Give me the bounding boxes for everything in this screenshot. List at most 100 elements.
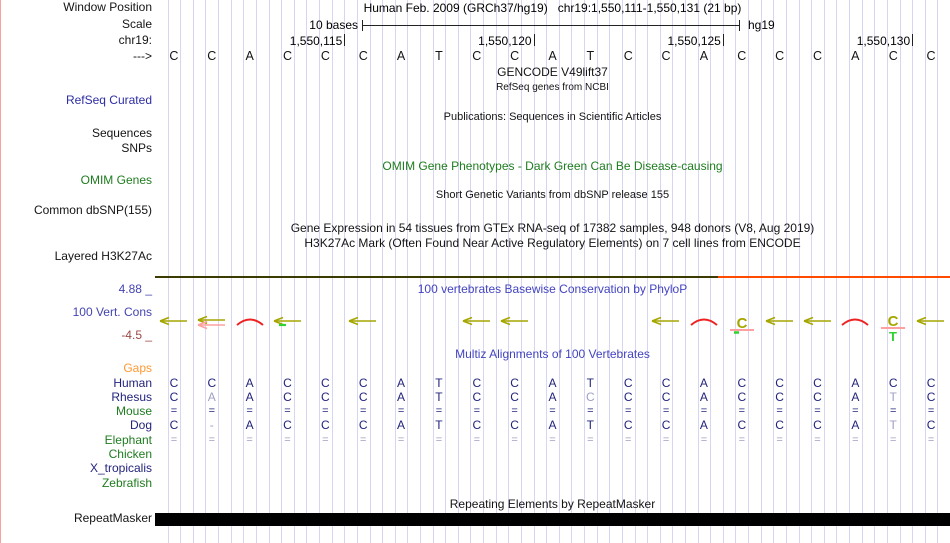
gridline xyxy=(546,0,548,543)
multiz-species-label-elephant[interactable]: Elephant xyxy=(104,433,152,447)
gridline xyxy=(167,0,169,543)
track-label-refseq-curated[interactable]: RefSeq Curated xyxy=(65,93,152,107)
ruler-coordinate-tick xyxy=(912,34,914,46)
multiz-align-base: C xyxy=(283,390,292,404)
sequence-base-letter: C xyxy=(282,49,292,63)
track-title-phylop[interactable]: 100 vertebrates Basewise Conservation by… xyxy=(417,282,688,296)
multiz-align-base: A xyxy=(397,376,406,390)
gridline xyxy=(432,0,434,543)
multiz-align-base: C xyxy=(586,390,595,404)
gridline xyxy=(710,0,712,543)
multiz-species-label-rhesus[interactable]: Rhesus xyxy=(111,390,152,404)
ruler-coordinate-tick xyxy=(533,34,535,46)
gridline xyxy=(735,0,737,543)
multiz-align-base: = xyxy=(587,434,594,446)
conservation-glyph-arrow xyxy=(765,316,793,326)
track-label-omim-genes[interactable]: OMIM Genes xyxy=(80,173,152,187)
track-label-repeatmasker[interactable]: RepeatMasker xyxy=(73,511,152,525)
gridline xyxy=(722,0,724,543)
conservation-glyph-arrow xyxy=(651,316,680,326)
multiz-align-base: C xyxy=(623,418,633,432)
multiz-align-base: = xyxy=(170,405,178,417)
multiz-align-base: = xyxy=(284,405,291,417)
multiz-species-label-gaps[interactable]: Gaps xyxy=(123,361,152,375)
conservation-glyph-hump xyxy=(235,318,264,326)
multiz-align-base: = xyxy=(927,434,935,446)
multiz-align-base: C xyxy=(926,390,936,404)
conservation-glyph-arrow xyxy=(159,316,187,326)
track-title-h3k27ac[interactable]: H3K27Ac Mark (Often Found Near Active Re… xyxy=(304,236,801,250)
multiz-align-base: C xyxy=(321,390,330,404)
track-title-publications[interactable]: Publications: Sequences in Scientific Ar… xyxy=(443,111,662,123)
multiz-species-label-zebrafish[interactable]: Zebrafish xyxy=(101,476,152,490)
gridline xyxy=(861,0,863,543)
track-title-dbsnp[interactable]: Short Genetic Variants from dbSNP releas… xyxy=(435,189,670,201)
multiz-align-base: C xyxy=(661,418,671,432)
track-title-repeatmasker[interactable]: Repeating Elements by RepeatMasker xyxy=(449,497,656,511)
multiz-align-base: = xyxy=(170,434,178,446)
gridline xyxy=(823,0,825,543)
multiz-align-base: = xyxy=(776,434,783,446)
track-label-sequences[interactable]: Sequences xyxy=(91,126,152,140)
sequence-base-letter: C xyxy=(320,49,330,63)
multiz-align-base: C xyxy=(775,418,784,432)
sequence-base-letter: T xyxy=(435,49,443,63)
track-label-layered-h3k27ac[interactable]: Layered H3K27Ac xyxy=(54,249,152,263)
track-label-common-dbsnp[interactable]: Common dbSNP(155) xyxy=(33,203,152,217)
multiz-align-base: C xyxy=(775,376,784,390)
svg-text:C: C xyxy=(888,313,899,330)
multiz-align-base: = xyxy=(700,434,708,446)
gridline xyxy=(268,0,270,543)
multiz-align-base: C xyxy=(472,376,482,390)
multiz-align-base: = xyxy=(738,405,745,417)
multiz-align-base: = xyxy=(435,434,443,446)
scale-value-label: 10 bases xyxy=(309,18,358,32)
multiz-align-base: A xyxy=(397,418,406,432)
gridline xyxy=(483,0,485,543)
track-title-refseq[interactable]: RefSeq genes from NCBI xyxy=(496,82,609,93)
multiz-species-label-dog[interactable]: Dog xyxy=(129,418,152,432)
track-title-gtex[interactable]: Gene Expression in 54 tissues from GTEx … xyxy=(290,221,815,235)
multiz-align-base: C xyxy=(813,418,822,432)
multiz-align-base: = xyxy=(814,434,821,446)
track-title-gencode[interactable]: GENCODE V49lift37 xyxy=(497,65,608,79)
multiz-align-base: T xyxy=(889,418,897,432)
conservation-glyph-c-mark: C xyxy=(729,315,754,334)
multiz-align-base: C xyxy=(169,390,179,404)
multiz-species-label-chicken[interactable]: Chicken xyxy=(108,447,152,461)
gridline xyxy=(558,0,560,543)
repeatmasker-element-bar[interactable] xyxy=(155,513,950,526)
multiz-align-base: C xyxy=(510,390,519,404)
multiz-align-base: = xyxy=(927,405,935,417)
gridline xyxy=(596,0,598,543)
track-title-omim[interactable]: OMIM Gene Phenotypes - Dark Green Can Be… xyxy=(382,159,723,173)
gridline xyxy=(621,0,623,543)
sequence-base-letter: C xyxy=(926,49,936,63)
track-title-multiz[interactable]: Multiz Alignments of 100 Vertebrates xyxy=(455,347,650,361)
gridline xyxy=(924,0,926,543)
multiz-align-base: = xyxy=(624,434,632,446)
multiz-align-base: = xyxy=(549,434,556,446)
multiz-species-label-x_tropicalis[interactable]: X_tropicalis xyxy=(89,461,152,475)
track-label-snps[interactable]: SNPs xyxy=(121,141,152,155)
gridline xyxy=(230,0,232,543)
scale-row-label: Scale xyxy=(121,17,152,31)
multiz-align-base: = xyxy=(208,434,215,446)
conservation-glyph-arrow xyxy=(462,316,490,326)
window-position-row-label: Window Position xyxy=(63,0,152,14)
gridline xyxy=(344,0,346,543)
multiz-species-label-mouse[interactable]: Mouse xyxy=(115,404,152,418)
multiz-align-base: A xyxy=(548,390,557,404)
gridline xyxy=(394,0,396,543)
sequence-base-letter: C xyxy=(888,49,898,63)
gridline xyxy=(647,0,649,543)
multiz-species-label-human[interactable]: Human xyxy=(113,376,152,390)
multiz-align-base: = xyxy=(889,434,897,446)
ruler-coordinate-tick xyxy=(344,34,346,46)
multiz-align-base: A xyxy=(397,390,406,404)
track-label-100-vert-cons[interactable]: 100 Vert. Cons xyxy=(72,305,152,319)
gridline xyxy=(584,0,586,543)
sequence-base-letter: C xyxy=(207,49,217,63)
gridline xyxy=(407,0,409,543)
multiz-align-base: C xyxy=(926,418,936,432)
